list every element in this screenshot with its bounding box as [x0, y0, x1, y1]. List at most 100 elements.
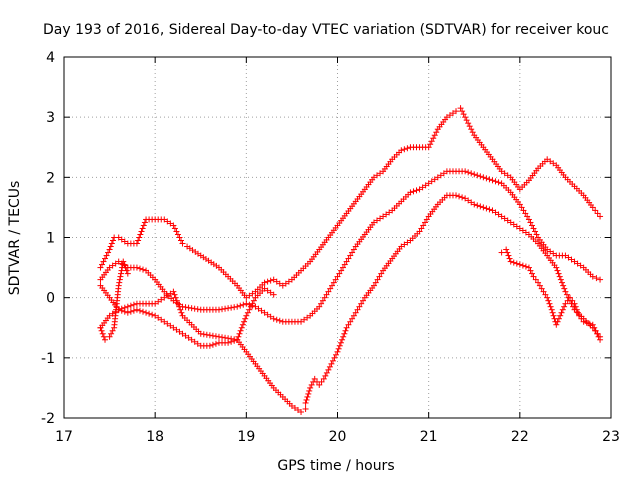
data-point [565, 254, 572, 261]
data-point [250, 297, 257, 304]
data-point [423, 216, 430, 223]
data-point [544, 294, 551, 301]
data-point [298, 408, 305, 415]
data-point [261, 285, 268, 292]
data-point [304, 314, 311, 321]
data-point [443, 114, 450, 121]
data-point [578, 315, 585, 322]
data-point [577, 262, 584, 269]
data-point [138, 228, 145, 235]
data-point [334, 348, 341, 355]
data-point [528, 222, 535, 229]
data-point [471, 201, 478, 208]
data-point [377, 215, 384, 222]
data-point [276, 317, 283, 324]
data-point [219, 306, 226, 313]
data-point [586, 320, 593, 327]
data-point [231, 304, 238, 311]
data-point [535, 279, 542, 286]
data-point [140, 308, 147, 315]
y-axis-label: SDTVAR / TECUs [7, 181, 23, 296]
data-point [117, 270, 124, 277]
data-point [188, 336, 195, 343]
data-point [522, 229, 529, 236]
data-point [498, 249, 505, 256]
data-point [185, 334, 192, 341]
data-point [98, 261, 105, 268]
data-point [235, 333, 242, 340]
data-point [358, 300, 365, 307]
data-point [336, 342, 343, 349]
data-point [267, 277, 274, 284]
data-point [194, 340, 201, 347]
data-point [492, 178, 499, 185]
data-point [135, 237, 142, 244]
x-tick-label: 19 [237, 429, 255, 445]
data-point [597, 276, 604, 283]
data-point [463, 117, 470, 124]
data-point [319, 297, 326, 304]
data-point [325, 288, 332, 295]
data-point [130, 307, 137, 314]
data-point [398, 243, 405, 250]
data-point [149, 311, 156, 318]
data-point [219, 334, 226, 341]
data-point [130, 301, 137, 308]
data-point [428, 138, 435, 145]
data-point [594, 330, 601, 337]
data-point [350, 312, 357, 319]
data-point [489, 177, 496, 184]
data-point [501, 215, 508, 222]
data-point [372, 279, 379, 286]
data-point [191, 305, 198, 312]
data-point [544, 156, 551, 163]
data-point [519, 227, 526, 234]
data-point [477, 203, 484, 210]
data-point [136, 265, 143, 272]
data-point [503, 246, 510, 253]
data-point [498, 213, 505, 220]
data-point [112, 260, 119, 267]
data-point [356, 303, 363, 310]
y-tick-label: 3 [46, 110, 55, 126]
data-point [329, 357, 336, 364]
data-point [212, 333, 219, 340]
data-point [477, 173, 484, 180]
data-point [540, 288, 547, 295]
data-point [176, 328, 183, 335]
data-point [380, 213, 387, 220]
data-point [100, 258, 107, 265]
data-point [123, 267, 130, 274]
data-point [462, 114, 469, 121]
data-point [109, 327, 116, 334]
data-point [404, 239, 411, 246]
data-point [377, 170, 384, 177]
data-point [413, 187, 420, 194]
data-point [510, 221, 517, 228]
data-point [270, 291, 277, 298]
data-point [341, 261, 348, 268]
data-point [288, 402, 295, 409]
data-point [459, 194, 466, 201]
data-point [116, 276, 123, 283]
data-point [106, 312, 113, 319]
data-point [158, 296, 165, 303]
data-point [589, 273, 596, 280]
data-point [374, 172, 381, 179]
series-arc-6 [498, 246, 604, 343]
data-point [318, 378, 325, 385]
data-point [255, 305, 262, 312]
data-point [335, 345, 342, 352]
x-tick-labels: 17 18 19 20 21 22 23 [55, 429, 620, 445]
data-point [305, 390, 312, 397]
data-point [378, 270, 385, 277]
data-point [124, 303, 131, 310]
data-point [513, 223, 520, 230]
data-point [176, 234, 183, 241]
data-point [386, 209, 393, 216]
data-point [410, 188, 417, 195]
data-point [285, 278, 292, 285]
data-point [342, 327, 349, 334]
data-point [341, 330, 348, 337]
data-point [239, 321, 246, 328]
